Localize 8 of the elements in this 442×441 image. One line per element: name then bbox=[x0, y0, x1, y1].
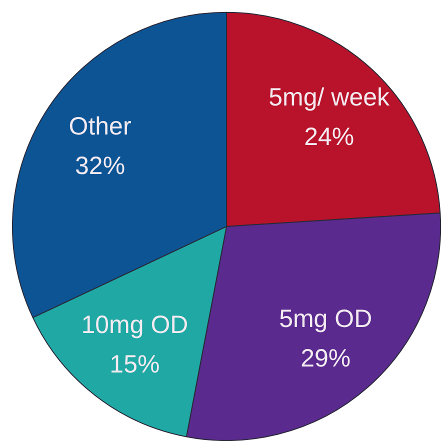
slice-label: 10mg OD bbox=[81, 311, 188, 340]
slice-label: Other bbox=[68, 112, 132, 140]
data-label: 29% bbox=[300, 344, 351, 373]
data-label: 32% bbox=[75, 152, 126, 180]
data-label: 15% bbox=[110, 350, 160, 379]
slice-label: 5mg/ week bbox=[268, 83, 390, 112]
data-label: 24% bbox=[304, 123, 354, 152]
slice-label: 5mg OD bbox=[279, 305, 372, 334]
